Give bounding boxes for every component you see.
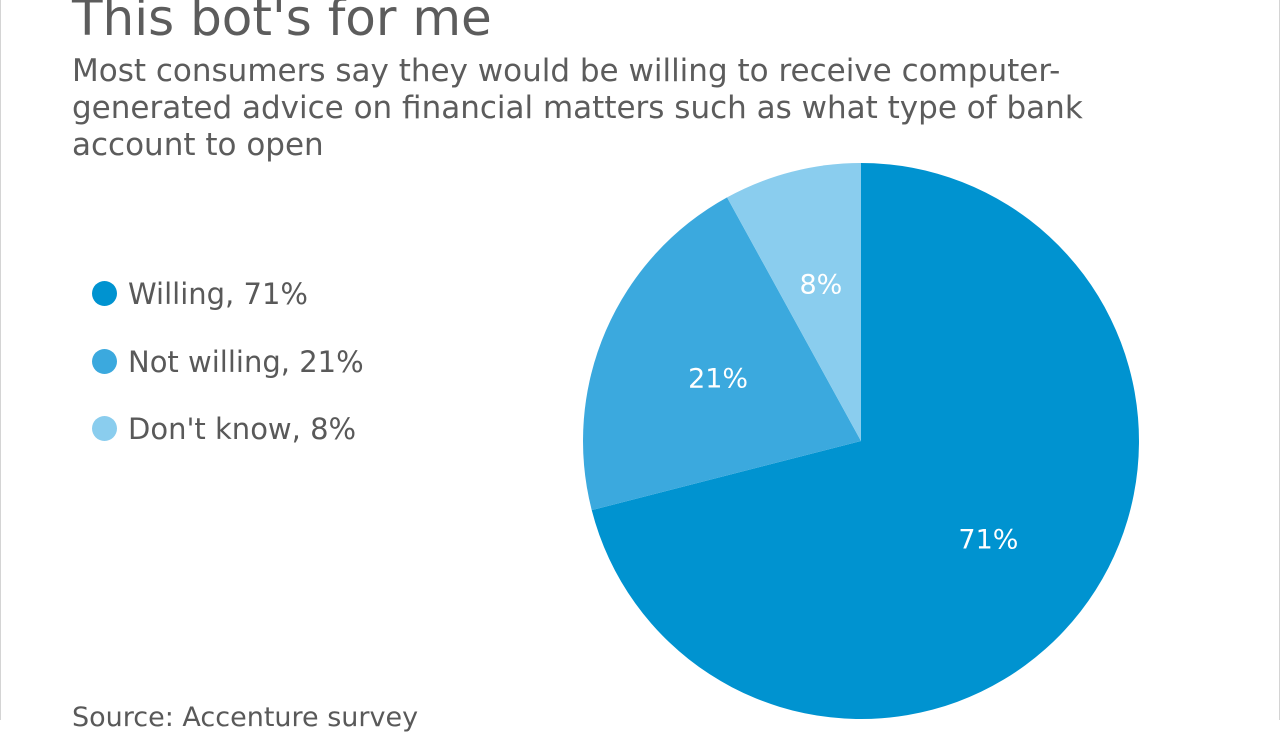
pie-slice-willing <box>591 163 1139 719</box>
pie-label-willing: 71% <box>958 524 1018 555</box>
pie-slices <box>582 163 1139 719</box>
legend-swatch-dont-know <box>92 416 117 441</box>
legend: Willing, 71% Not willing, 21% Don't know… <box>92 272 364 475</box>
pie-label-not-willing: 21% <box>688 364 748 395</box>
legend-item-dont-know: Don't know, 8% <box>92 407 364 475</box>
legend-label-dont-know: Don't know, 8% <box>128 412 357 446</box>
source-note: Source: Accenture survey <box>72 702 419 733</box>
legend-label-willing: Willing, 71% <box>128 277 308 311</box>
pie-slice-not-willing <box>582 197 861 511</box>
pie-label-dont-know: 8% <box>799 269 842 300</box>
pie-labels: 71% 21% 8% <box>688 269 1018 555</box>
pie-slice-dont-know <box>727 163 861 441</box>
legend-item-not-willing: Not willing, 21% <box>92 340 364 408</box>
legend-label-not-willing: Not willing, 21% <box>128 344 364 379</box>
legend-swatch-willing <box>92 281 117 306</box>
chart-subtitle: Most consumers say they would be willing… <box>72 53 1083 163</box>
pie-chart: 71% 21% 8% <box>582 163 1139 719</box>
legend-swatch-not-willing <box>92 348 117 374</box>
chart-title: This bot's for me <box>72 0 492 47</box>
frame-left-border <box>0 0 1 720</box>
legend-item-willing: Willing, 71% <box>92 272 364 340</box>
